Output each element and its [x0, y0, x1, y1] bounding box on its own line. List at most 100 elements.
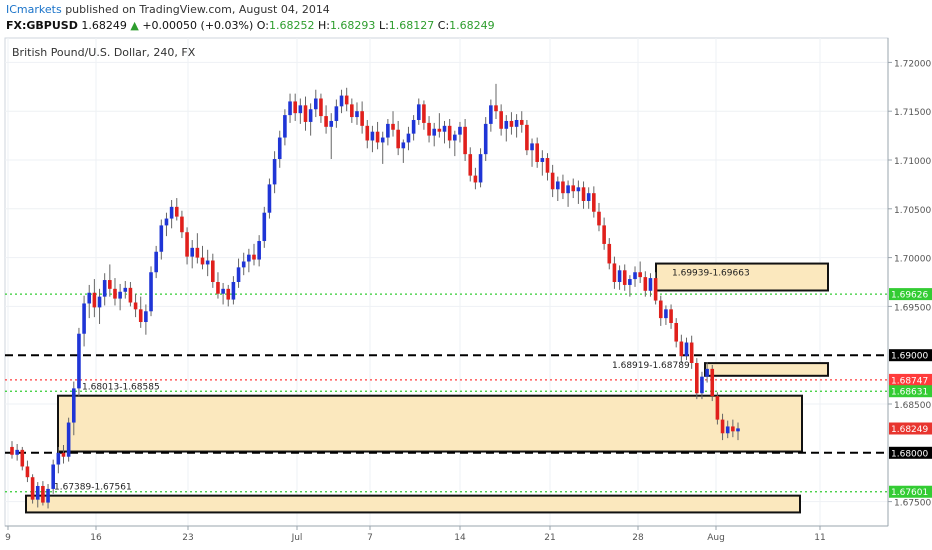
x-tick-label: 28 [632, 533, 644, 543]
candle-body [674, 322, 679, 342]
candle-body [97, 296, 102, 308]
candle-body [669, 309, 673, 323]
candle-body [725, 426, 730, 434]
candle-body [489, 105, 493, 124]
price-label-text: 1.69626 [891, 291, 928, 301]
candle-body [622, 270, 627, 285]
supply-demand-zone [704, 362, 829, 377]
candle-body [25, 466, 30, 478]
symbol-label: FX:GBPUSD [6, 19, 78, 32]
x-tick-label: 23 [182, 533, 193, 543]
candle-body [586, 193, 591, 201]
candle-body [360, 111, 364, 126]
candle-body [406, 133, 411, 143]
candle-body [169, 206, 174, 219]
candle-body [509, 120, 514, 127]
candle-body [226, 288, 231, 300]
zone-label: 1.68013-1.68585 [82, 383, 160, 393]
y-tick-label: 1.70500 [894, 206, 931, 216]
publisher-link[interactable]: ICmarkets [6, 3, 62, 16]
candle-body [298, 105, 303, 114]
price-label-text: 1.68631 [891, 388, 928, 398]
candle-body [319, 98, 323, 117]
candle-body [525, 124, 529, 151]
candle-body [144, 311, 148, 323]
candle-body [468, 154, 473, 176]
zone-labels: 1.69939-1.69663 1.68919-1.68789 1.68013-1.… [54, 269, 750, 493]
candle-body [571, 185, 576, 192]
candle-body [41, 485, 45, 503]
candle-body [71, 388, 76, 423]
candle-body [700, 376, 704, 394]
candle-body [617, 270, 622, 282]
candle-body [154, 251, 158, 273]
candle-body [267, 184, 272, 213]
candle-body [442, 125, 447, 132]
candle-body [628, 279, 632, 285]
price-axis[interactable]: 1.72000 1.71500 1.71000 1.70500 1.70000 1.695… [888, 59, 932, 509]
candle-body [370, 131, 375, 141]
published-text: published on TradingView.com, August 04,… [65, 3, 330, 16]
price-label-box [889, 385, 932, 398]
open-label: O: [256, 19, 269, 32]
candle-body [200, 257, 205, 265]
high-value: 1.68293 [329, 19, 376, 32]
candle-body [710, 368, 715, 397]
candle-body [211, 260, 215, 282]
close-value: 1.68249 [449, 19, 495, 32]
price-label-text: 1.68000 [891, 449, 928, 459]
x-tick-label: 11 [814, 533, 825, 543]
last-price: 1.68249 [81, 19, 127, 32]
candle-body [313, 98, 318, 110]
price-label-box [889, 288, 932, 301]
candle-body [519, 119, 524, 125]
candle-body [396, 129, 400, 149]
candle-body [10, 446, 14, 455]
candle-body [277, 137, 282, 160]
candle-body [190, 247, 195, 257]
candle-body [427, 122, 431, 136]
price-label-text: 1.68747 [891, 376, 928, 386]
candle-body [195, 247, 200, 258]
x-tick-label: 7 [367, 533, 373, 543]
candle-body [658, 300, 663, 319]
candle-body [695, 363, 699, 394]
candle-body [185, 232, 189, 257]
x-tick-label: 14 [454, 533, 466, 543]
candle-body [61, 452, 66, 457]
x-tick-label: Aug [707, 533, 725, 543]
candle-body [82, 303, 86, 334]
candle-body [205, 260, 210, 265]
candle-body [597, 211, 601, 226]
candle-body [581, 187, 586, 201]
candle-body [231, 282, 236, 300]
candle-body [20, 449, 25, 467]
low-value: 1.68127 [388, 19, 435, 32]
candle-body [437, 128, 442, 132]
candle-body [123, 287, 128, 292]
candle-body [15, 449, 19, 455]
supply-demand-zone [25, 494, 801, 514]
candle-body [715, 396, 720, 420]
zone-label: 1.67389-1.67561 [54, 483, 132, 493]
candle-body [329, 120, 334, 127]
candle-body [432, 128, 437, 136]
price-label-box [889, 349, 932, 362]
supply-demand-zone [57, 394, 803, 453]
candle-body [350, 104, 354, 118]
candle-body [705, 368, 709, 377]
candle-body [535, 143, 539, 162]
candle-body [133, 302, 138, 310]
candle-body [607, 243, 612, 264]
candle-body [633, 272, 637, 280]
candle-body [108, 280, 112, 289]
y-tick-label: 1.72000 [894, 59, 931, 69]
candle-body [365, 125, 370, 141]
time-axis[interactable]: 9 16 23 Jul 7 14 21 28 Aug 11 [5, 526, 826, 543]
candle-body [334, 106, 339, 121]
candle-body [355, 111, 359, 118]
candle-body [453, 134, 457, 141]
candle-body [561, 181, 565, 194]
candle-body [391, 123, 395, 130]
